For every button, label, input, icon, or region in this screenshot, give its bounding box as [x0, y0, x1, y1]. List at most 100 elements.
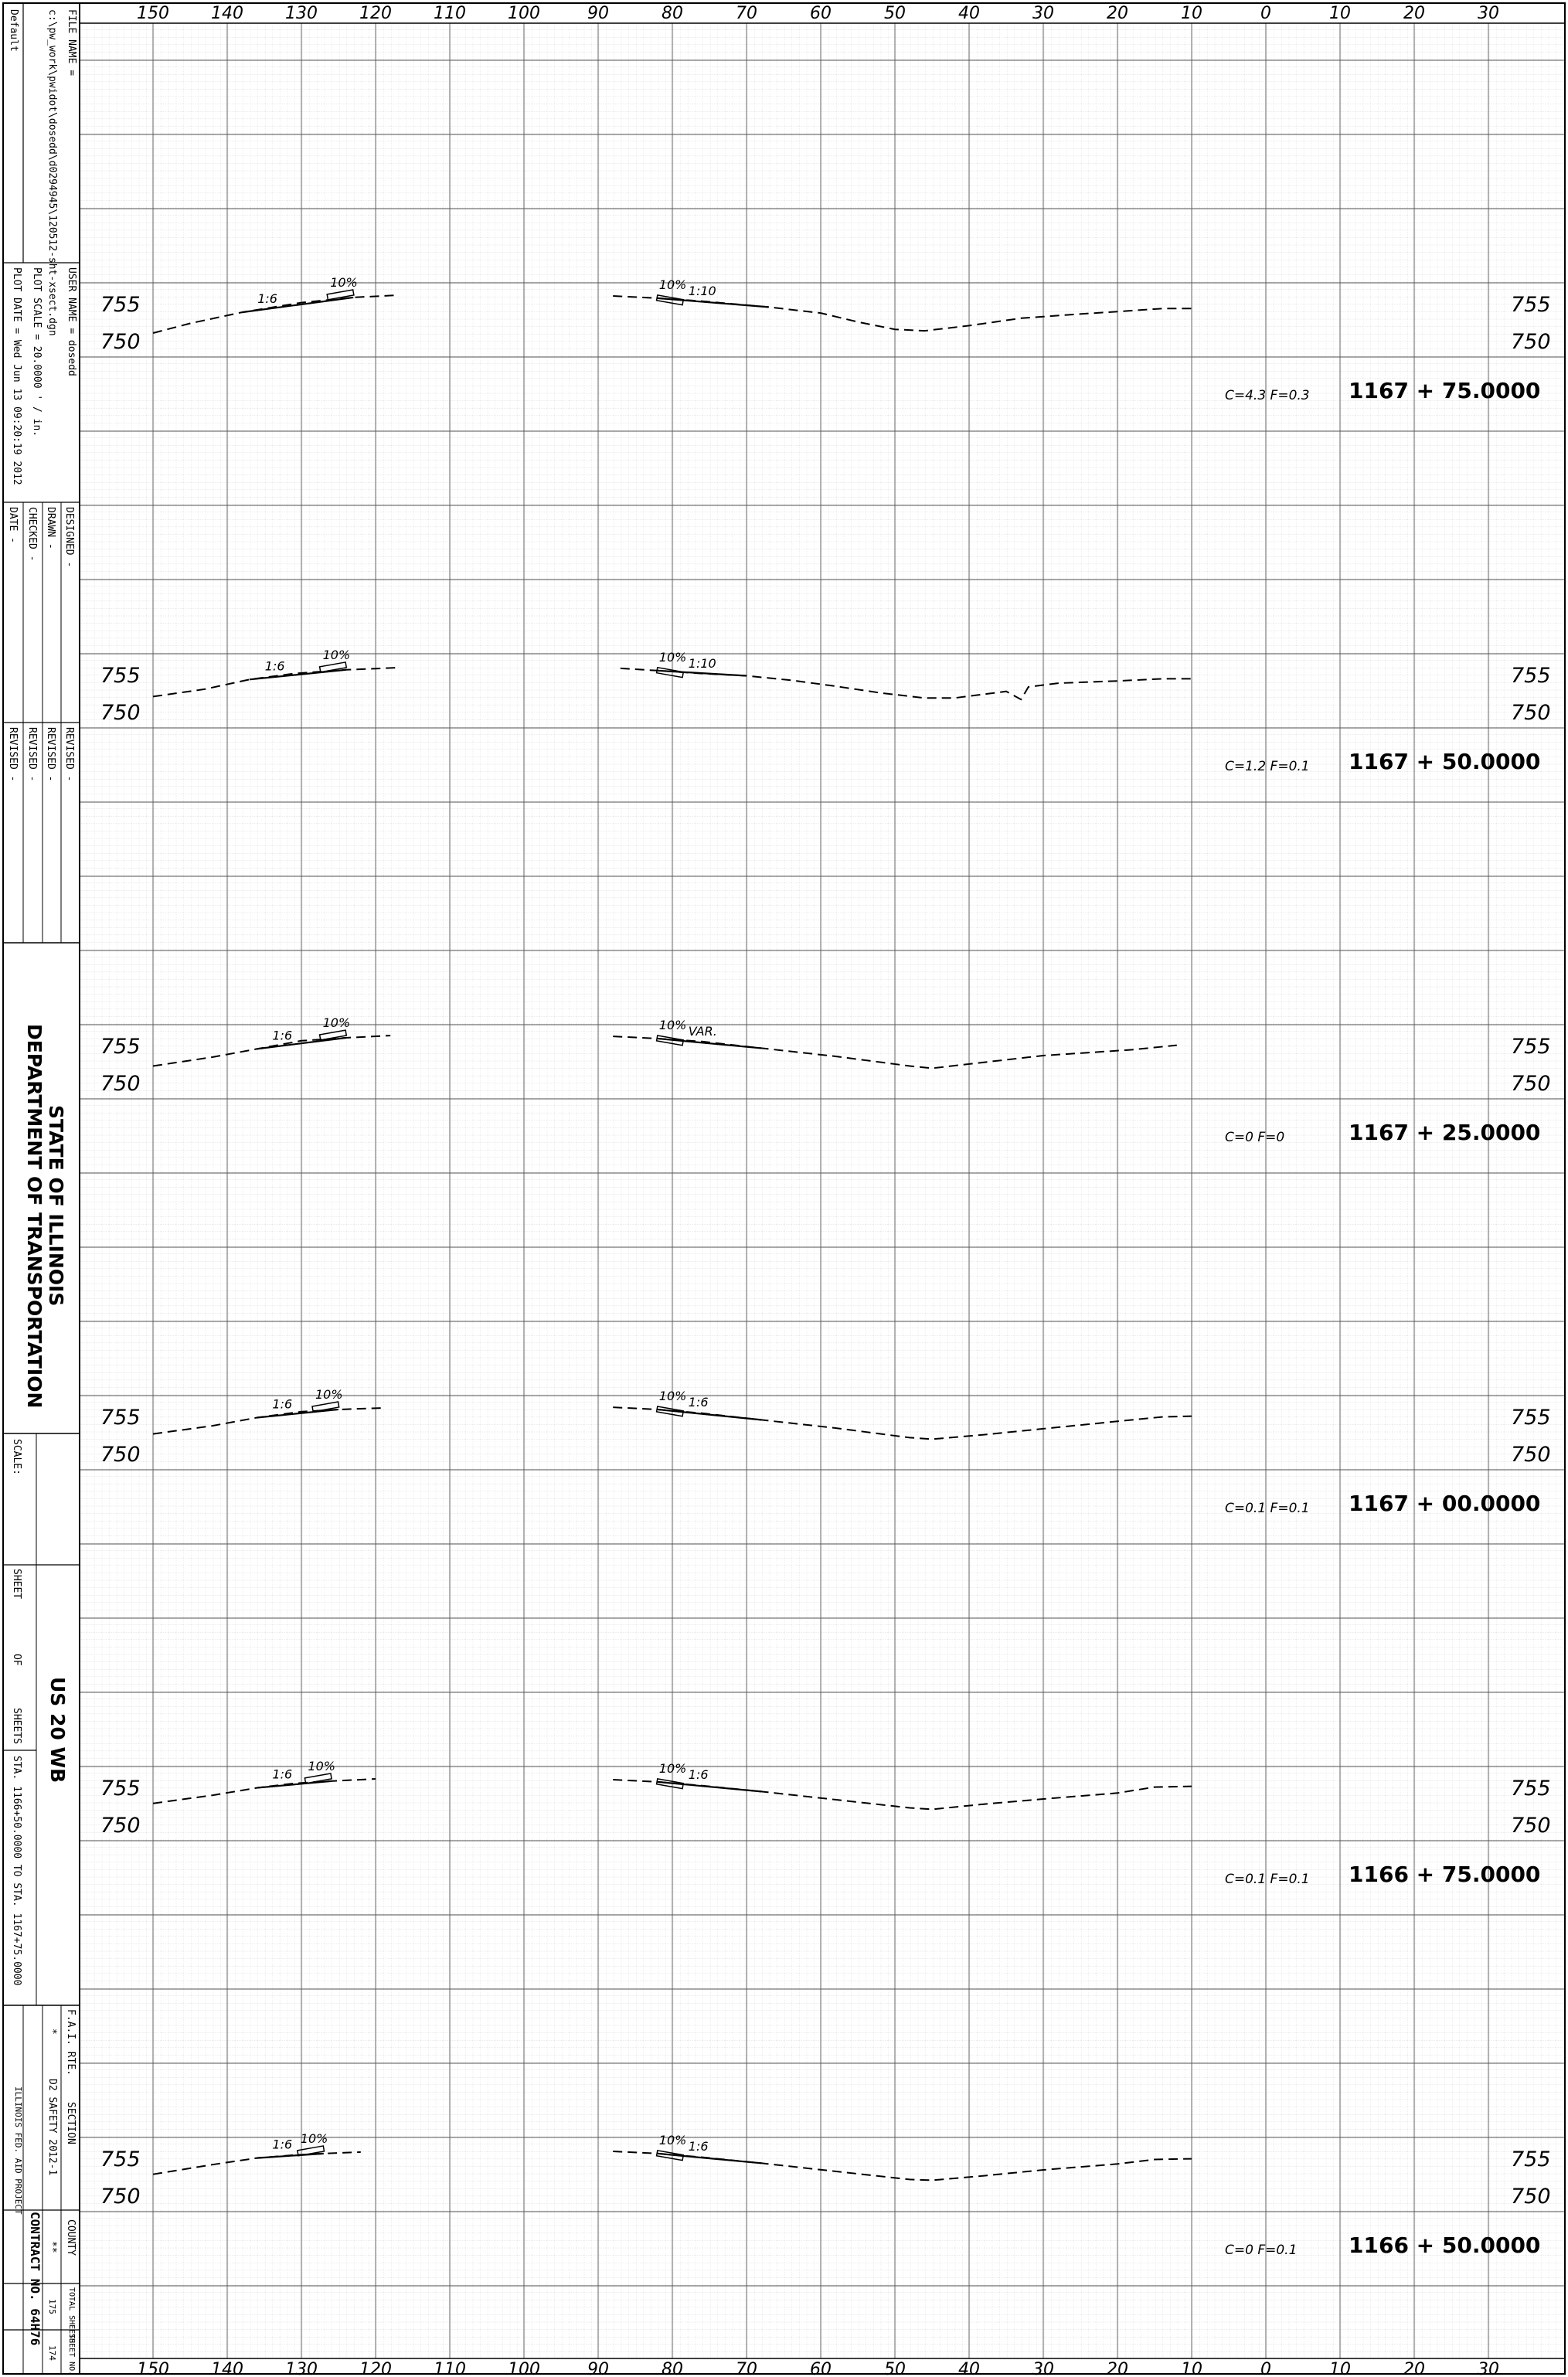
plot-date-label: PLOT DATE = Wed Jun 13 09:20:19 2012: [11, 267, 22, 485]
shoulder-left: [311, 1401, 340, 1413]
slope-label-right-1: 10%: [659, 1389, 687, 1403]
sheet-no-label: SHEET NO.: [67, 2334, 76, 2375]
county-value: **: [46, 2241, 58, 2253]
shoulder-right: [655, 1035, 685, 1046]
axis-tick-label: 90: [587, 2360, 609, 2377]
station-label: 1167 + 25.0000: [1349, 1120, 1540, 1145]
axis-tick-label: 60: [810, 2360, 832, 2377]
station-label: 1167 + 50.0000: [1349, 749, 1540, 774]
axis-top-labels: 150 140 130 120 110 100 90 80 70 60 50 40 30 20 10 0 10 2…: [137, 4, 1499, 23]
slope-label-right-1: 10%: [659, 1761, 687, 1776]
axis-tick-label: 80: [662, 4, 683, 23]
axis-tick-label: 20: [1403, 4, 1425, 23]
axis-tick-label: 80: [662, 2360, 683, 2377]
shoulder-right: [655, 2149, 685, 2161]
ground-profile: [152, 1407, 383, 1435]
shoulder-left: [318, 661, 348, 673]
sheet-no-value: 174: [47, 2345, 57, 2361]
slope-label-right-2: 1:10: [689, 284, 716, 298]
axis-tick-label: 120: [359, 2360, 392, 2377]
slope-label-right-2: 1:6: [689, 1767, 709, 1782]
of-label: OF: [11, 1654, 22, 1666]
cut-fill-label: C=0.1 F=0.1: [1225, 1501, 1310, 1516]
total-sheets-label: TOTAL SHEETS: [67, 2287, 76, 2343]
ground-profile: [613, 295, 1192, 332]
axis-tick-label: 20: [1403, 2360, 1425, 2377]
total-sheets-value: 175: [47, 2299, 57, 2314]
shoulder-left: [318, 1029, 348, 1041]
elevation-label-right: 750: [1511, 1814, 1551, 1838]
county-label: COUNTY: [65, 2219, 77, 2256]
elevation-label-right: 755: [1511, 2147, 1551, 2171]
axis-tick-label: 100: [508, 4, 540, 23]
cut-fill-label: C=1.2 F=0.1: [1225, 759, 1310, 774]
revised-label-1: REVISED -: [63, 727, 75, 781]
design-slope-left: [257, 2152, 324, 2159]
cut-fill-label: C=4.3 F=0.3: [1225, 388, 1310, 403]
drawn-label: DRAWN -: [45, 507, 56, 549]
file-name-label: FILE NAME =: [66, 9, 77, 76]
elevation-label-left: 750: [100, 701, 141, 725]
axis-tick-label: 110: [434, 2360, 466, 2377]
axis-tick-label: 10: [1329, 2360, 1351, 2377]
default-label: Default: [8, 9, 19, 52]
elevation-label-left: 750: [100, 1072, 141, 1096]
slope-label-left-2: 10%: [323, 648, 351, 662]
design-slope-right: [657, 2152, 762, 2164]
elevation-label-left: 755: [100, 2147, 141, 2171]
axis-tick-label: 10: [1329, 4, 1351, 23]
slope-label-left-2: 10%: [330, 275, 358, 290]
slope-label-right-1: 10%: [659, 2133, 687, 2147]
project-label: ILLINOIS FED. AID PROJECT: [13, 2086, 23, 2215]
design-slope-left: [257, 1780, 332, 1789]
shoulder-right: [655, 294, 685, 306]
axis-tick-label: 40: [958, 4, 980, 23]
axis-tick-label: 30: [1032, 4, 1054, 23]
elevation-label-left: 750: [100, 1443, 141, 1467]
slope-label-left-1: 1:6: [265, 658, 285, 673]
elevation-label-left: 755: [100, 1035, 141, 1059]
design-slope-right: [657, 297, 769, 308]
date-label: DATE -: [7, 507, 19, 543]
minor-grid-area: [80, 23, 1563, 2358]
slope-label-right-1: 10%: [659, 277, 687, 292]
elevation-label-right: 750: [1511, 330, 1551, 354]
design-slope-left: [242, 296, 354, 314]
elevation-label-right: 755: [1511, 1406, 1551, 1430]
cut-fill-label: C=0.1 F=0.1: [1225, 1872, 1310, 1887]
slope-label-left-1: 1:6: [272, 1767, 292, 1782]
sta-range: STA. 1166+50.0000 TO STA. 1167+75.0000: [11, 1756, 22, 1985]
elevation-label-right: 750: [1511, 2185, 1551, 2209]
cut-fill-label: C=0 F=0.1: [1225, 2243, 1297, 2258]
shoulder-right: [655, 1406, 685, 1417]
elevation-label-right: 755: [1511, 664, 1551, 688]
axis-tick-label: 30: [1478, 2360, 1499, 2377]
axis-tick-label: 120: [359, 4, 392, 23]
contract-label: CONTRACT NO. 64H76: [28, 2212, 43, 2345]
slope-label-left-1: 1:6: [272, 1397, 292, 1412]
axis-tick-label: 40: [958, 2360, 980, 2377]
axis-tick-label: 70: [736, 2360, 757, 2377]
slope-label-right-2: 1:6: [689, 2139, 709, 2154]
station-label: 1166 + 50.0000: [1349, 2232, 1540, 2258]
fa-rte-value: *: [46, 2028, 58, 2035]
section-label: SECTION: [65, 2102, 77, 2144]
axis-tick-label: 30: [1032, 2360, 1054, 2377]
section-value: D2 SAFETY 2012-1: [46, 2079, 58, 2175]
slope-label-left-1: 1:6: [257, 291, 277, 306]
title-block: Default FILE NAME = c:\pw_work\pwidot\do…: [3, 3, 80, 2375]
file-name-value: c:\pw_work\pwidot\dosedd\d0294945\120512…: [46, 9, 58, 336]
axis-tick-label: 130: [285, 2360, 318, 2377]
slope-label-right-1: 10%: [659, 650, 687, 665]
axis-tick-label: 50: [884, 4, 906, 23]
elevation-label-left: 755: [100, 664, 141, 688]
axis-tick-label: 130: [285, 4, 318, 23]
sheet-label: SHEET: [11, 1569, 22, 1599]
design-slope-right: [657, 669, 747, 677]
